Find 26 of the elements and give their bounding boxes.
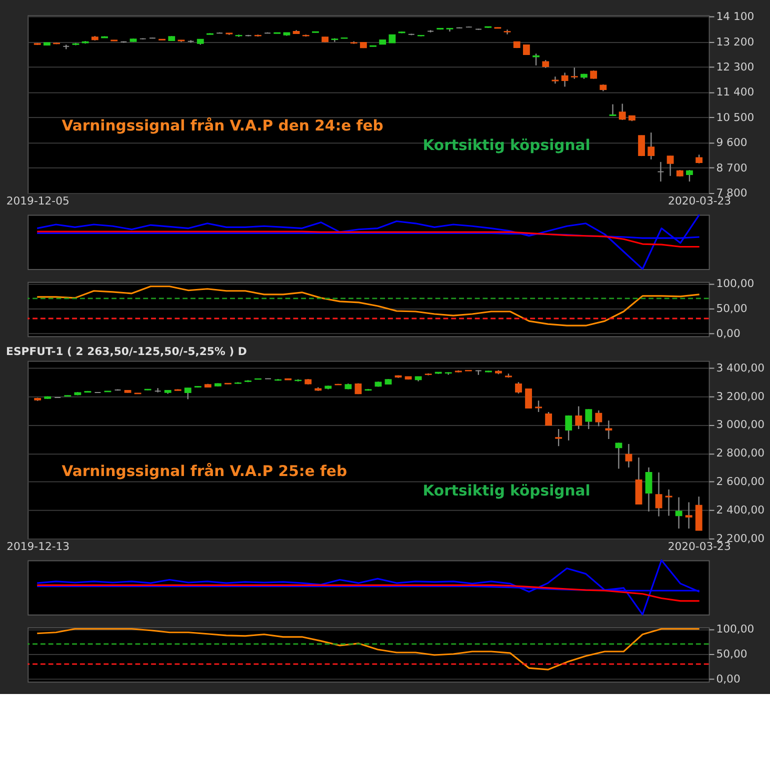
y-tick-label: 3 400,00 — [716, 361, 765, 374]
y-tick-label: 2 800,00 — [716, 446, 765, 460]
y-tick-label: 14 100 — [716, 10, 754, 24]
x-tick-label: 2019-12-13 — [6, 540, 70, 553]
y-tick-label: 10 500 — [716, 110, 754, 124]
y-tick-label: 8 700 — [716, 161, 748, 174]
y-tick-label: 3 000,00 — [716, 418, 765, 432]
y-tick-label: 50,00 — [716, 302, 748, 315]
y-tick-label: 100,00 — [716, 622, 754, 636]
y-tick-label: 2 400,00 — [716, 504, 765, 517]
annotation: Kortsiktig köpsignal — [422, 136, 590, 154]
annotation: Varningssignal från V.A.P 25:e feb — [62, 462, 348, 480]
chart-title: ESPFUT-1 ( 2 263,50/-125,50/-5,25% ) D — [6, 344, 247, 358]
annotation: Kortsiktig köpsignal — [422, 482, 590, 500]
y-tick-label: 13 200 — [716, 35, 754, 48]
y-tick-label: 0,00 — [716, 672, 740, 686]
y-tick-label: 0,00 — [716, 327, 740, 340]
y-tick-label: 50,00 — [716, 647, 748, 660]
y-tick-label: 12 300 — [716, 60, 754, 74]
y-tick-label: 100,00 — [716, 276, 754, 290]
y-tick-label: 3 200,00 — [716, 390, 765, 403]
y-tick-label: 11 400 — [716, 86, 754, 99]
y-tick-label: 2 600,00 — [716, 475, 765, 488]
y-tick-label: 9 600 — [716, 136, 748, 150]
x-tick-label: 2019-12-05 — [6, 194, 70, 208]
annotation: Varningssignal från V.A.P den 24:e feb — [62, 116, 384, 134]
